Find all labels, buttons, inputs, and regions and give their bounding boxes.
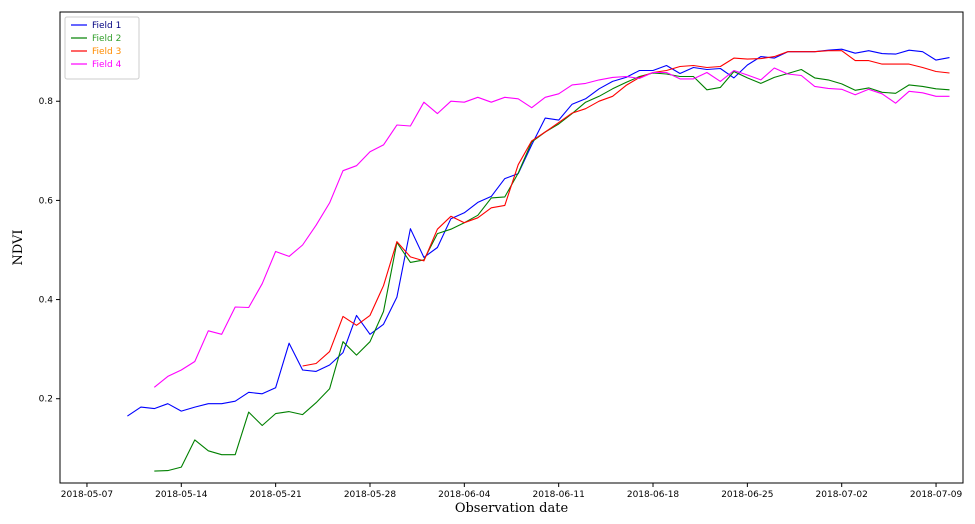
x-tick-label: 2018-05-21	[249, 490, 301, 500]
legend-label: Field 3	[92, 47, 121, 57]
legend: Field 1 Field 2 Field 3 Field 4	[64, 16, 140, 80]
legend-label: Field 2	[92, 34, 121, 44]
x-tick-label: 2018-07-02	[816, 490, 868, 500]
legend-label: Field 1	[92, 21, 121, 31]
x-tick-label: 2018-05-07	[61, 490, 113, 500]
plot-area	[59, 11, 964, 484]
series-line-field-4	[153, 67, 950, 388]
x-tick-label: 2018-05-28	[344, 490, 397, 500]
x-tick-label: 2018-06-18	[627, 490, 680, 500]
series-layer	[127, 48, 950, 472]
x-axis-title: Observation date	[455, 501, 569, 516]
x-tick-label: 2018-07-09	[910, 490, 963, 500]
x-tick-label: 2018-06-25	[721, 490, 773, 500]
x-tick-label: 2018-06-04	[438, 490, 491, 500]
y-axis: 0.2 0.4 0.6 0.8	[39, 97, 60, 405]
y-tick-label: 0.6	[39, 196, 54, 206]
y-tick-label: 0.8	[39, 97, 54, 107]
x-tick-label: 2018-06-11	[533, 490, 585, 500]
series-line-field-2	[154, 68, 950, 472]
series-line-field-3	[302, 50, 950, 367]
x-tick-label: 2018-05-14	[155, 490, 208, 500]
x-axis: 2018-05-07 2018-05-14 2018-05-21 2018-05-28…	[61, 483, 963, 500]
y-tick-label: 0.4	[39, 296, 54, 306]
y-tick-label: 0.2	[39, 395, 53, 405]
legend-label: Field 4	[92, 60, 122, 70]
y-axis-title: NDVI	[11, 229, 26, 265]
